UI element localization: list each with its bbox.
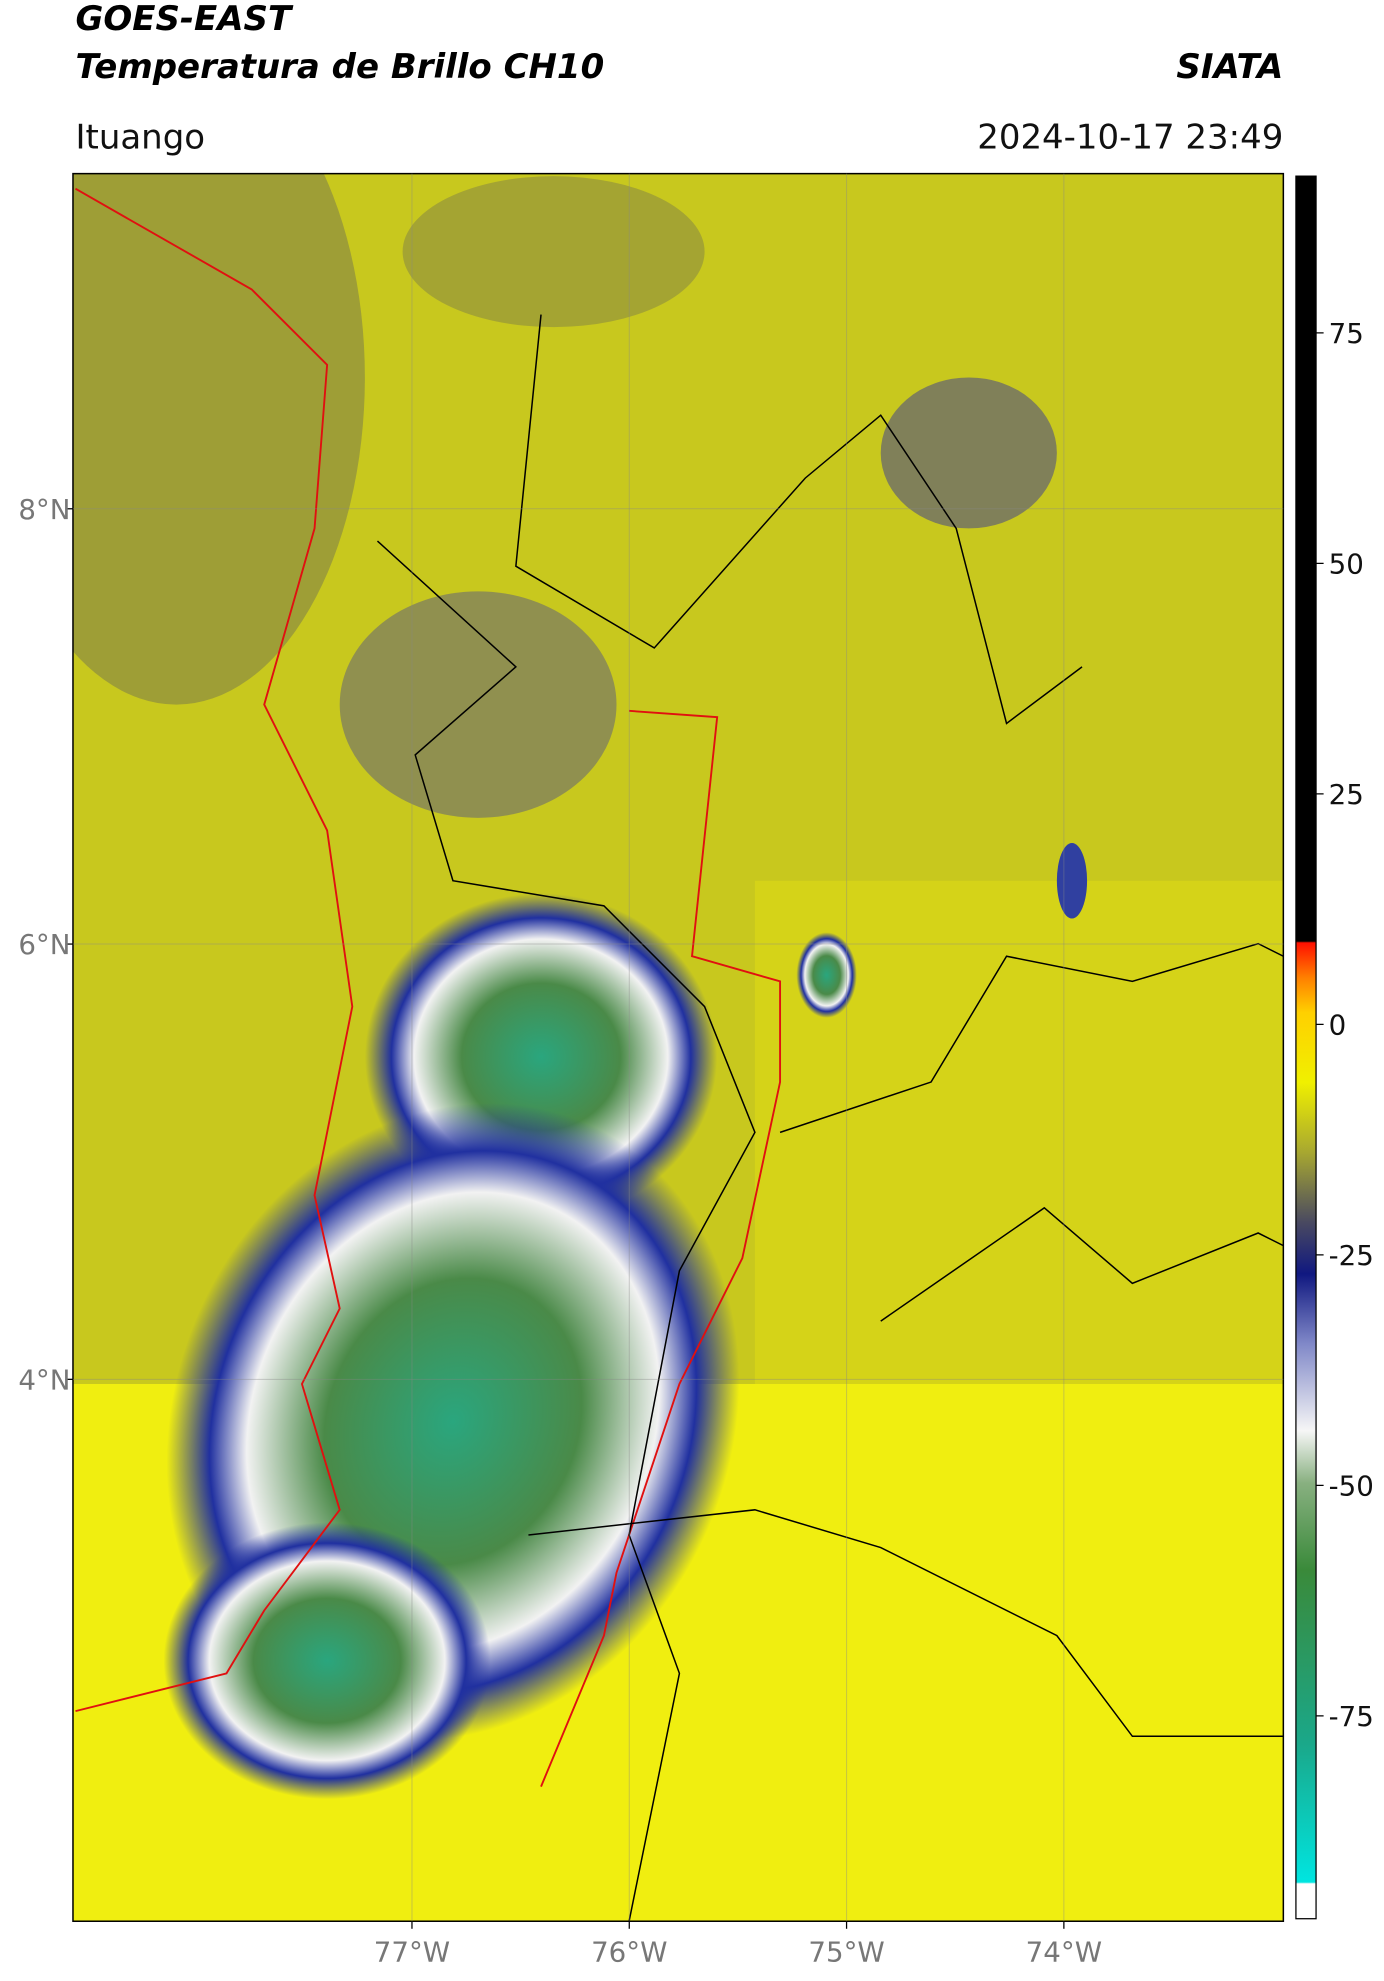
map-frame [72, 172, 1285, 1922]
colorbar-tick-label: -75 [1329, 1700, 1374, 1733]
colorbar-tick-label: -50 [1329, 1469, 1374, 1502]
colorbar-tick-label: 0 [1329, 1008, 1347, 1041]
lon-tick-label: 74°W [1026, 1935, 1102, 1968]
lat-tick-label: 4°N [18, 1363, 70, 1396]
colorbar-tick-label: 50 [1329, 547, 1364, 580]
title: GOES-EAST [75, 0, 293, 39]
colorbar-tick-label: -25 [1329, 1239, 1374, 1272]
colorbar [1295, 175, 1317, 1920]
lat-tick-label: 8°N [18, 493, 70, 526]
lon-tick-label: 75°W [808, 1935, 884, 1968]
map-image [72, 173, 1284, 1922]
colorbar-tick-label: 75 [1329, 317, 1364, 350]
datetime: 2024-10-17 23:49 [977, 117, 1283, 157]
lon-tick-label: 76°W [591, 1935, 667, 1968]
location: Ituango [75, 117, 205, 157]
lon-tick-label: 77°W [374, 1935, 450, 1968]
subtitle: Temperatura de Brillo CH10 [75, 47, 604, 87]
source: SIATA [1176, 47, 1283, 87]
lat-tick-label: 6°N [18, 928, 70, 961]
colorbar-tick-label: 25 [1329, 778, 1364, 811]
